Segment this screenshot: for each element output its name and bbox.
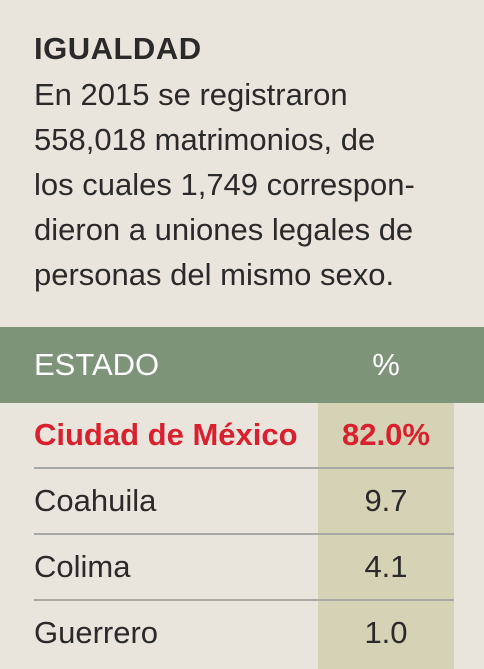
table-row: Ciudad de México 82.0% [34, 403, 454, 469]
table-row: Coahuila 9.7 [34, 469, 454, 535]
description-line: personas del mismo sexo. [34, 257, 395, 292]
state-percent: 82.0% [342, 417, 430, 452]
column-header-percent: % [372, 347, 400, 382]
intro-block: IGUALDAD En 2015 se registraron 558,018 … [34, 26, 464, 297]
infographic-title: IGUALDAD [34, 31, 202, 66]
infographic-description: En 2015 se registraron 558,018 matrimoni… [34, 72, 464, 297]
state-name: Coahuila [34, 483, 157, 518]
state-name: Colima [34, 549, 131, 584]
description-line: dieron a uniones legales de [34, 212, 414, 247]
state-name: Guerrero [34, 615, 159, 650]
state-percent: 1.0 [364, 615, 408, 650]
description-line: los cuales 1,749 correspon- [34, 167, 415, 202]
column-header-estado: ESTADO [34, 347, 160, 382]
table-header: ESTADO % [0, 327, 484, 403]
table-row: Colima 4.1 [34, 535, 454, 601]
state-percent: 9.7 [364, 483, 408, 518]
table-body: Ciudad de México 82.0% Coahuila 9.7 Coli… [0, 403, 484, 669]
table-row: Guerrero 1.0 [34, 601, 454, 665]
states-table: ESTADO % Ciudad de México 82.0% Coahuila… [0, 327, 484, 669]
description-line: En 2015 se registraron [34, 77, 348, 112]
description-line: 558,018 matrimonios, de [34, 122, 376, 157]
state-percent: 4.1 [364, 549, 408, 584]
percent-column-band [318, 403, 454, 669]
state-name: Ciudad de México [34, 417, 298, 452]
